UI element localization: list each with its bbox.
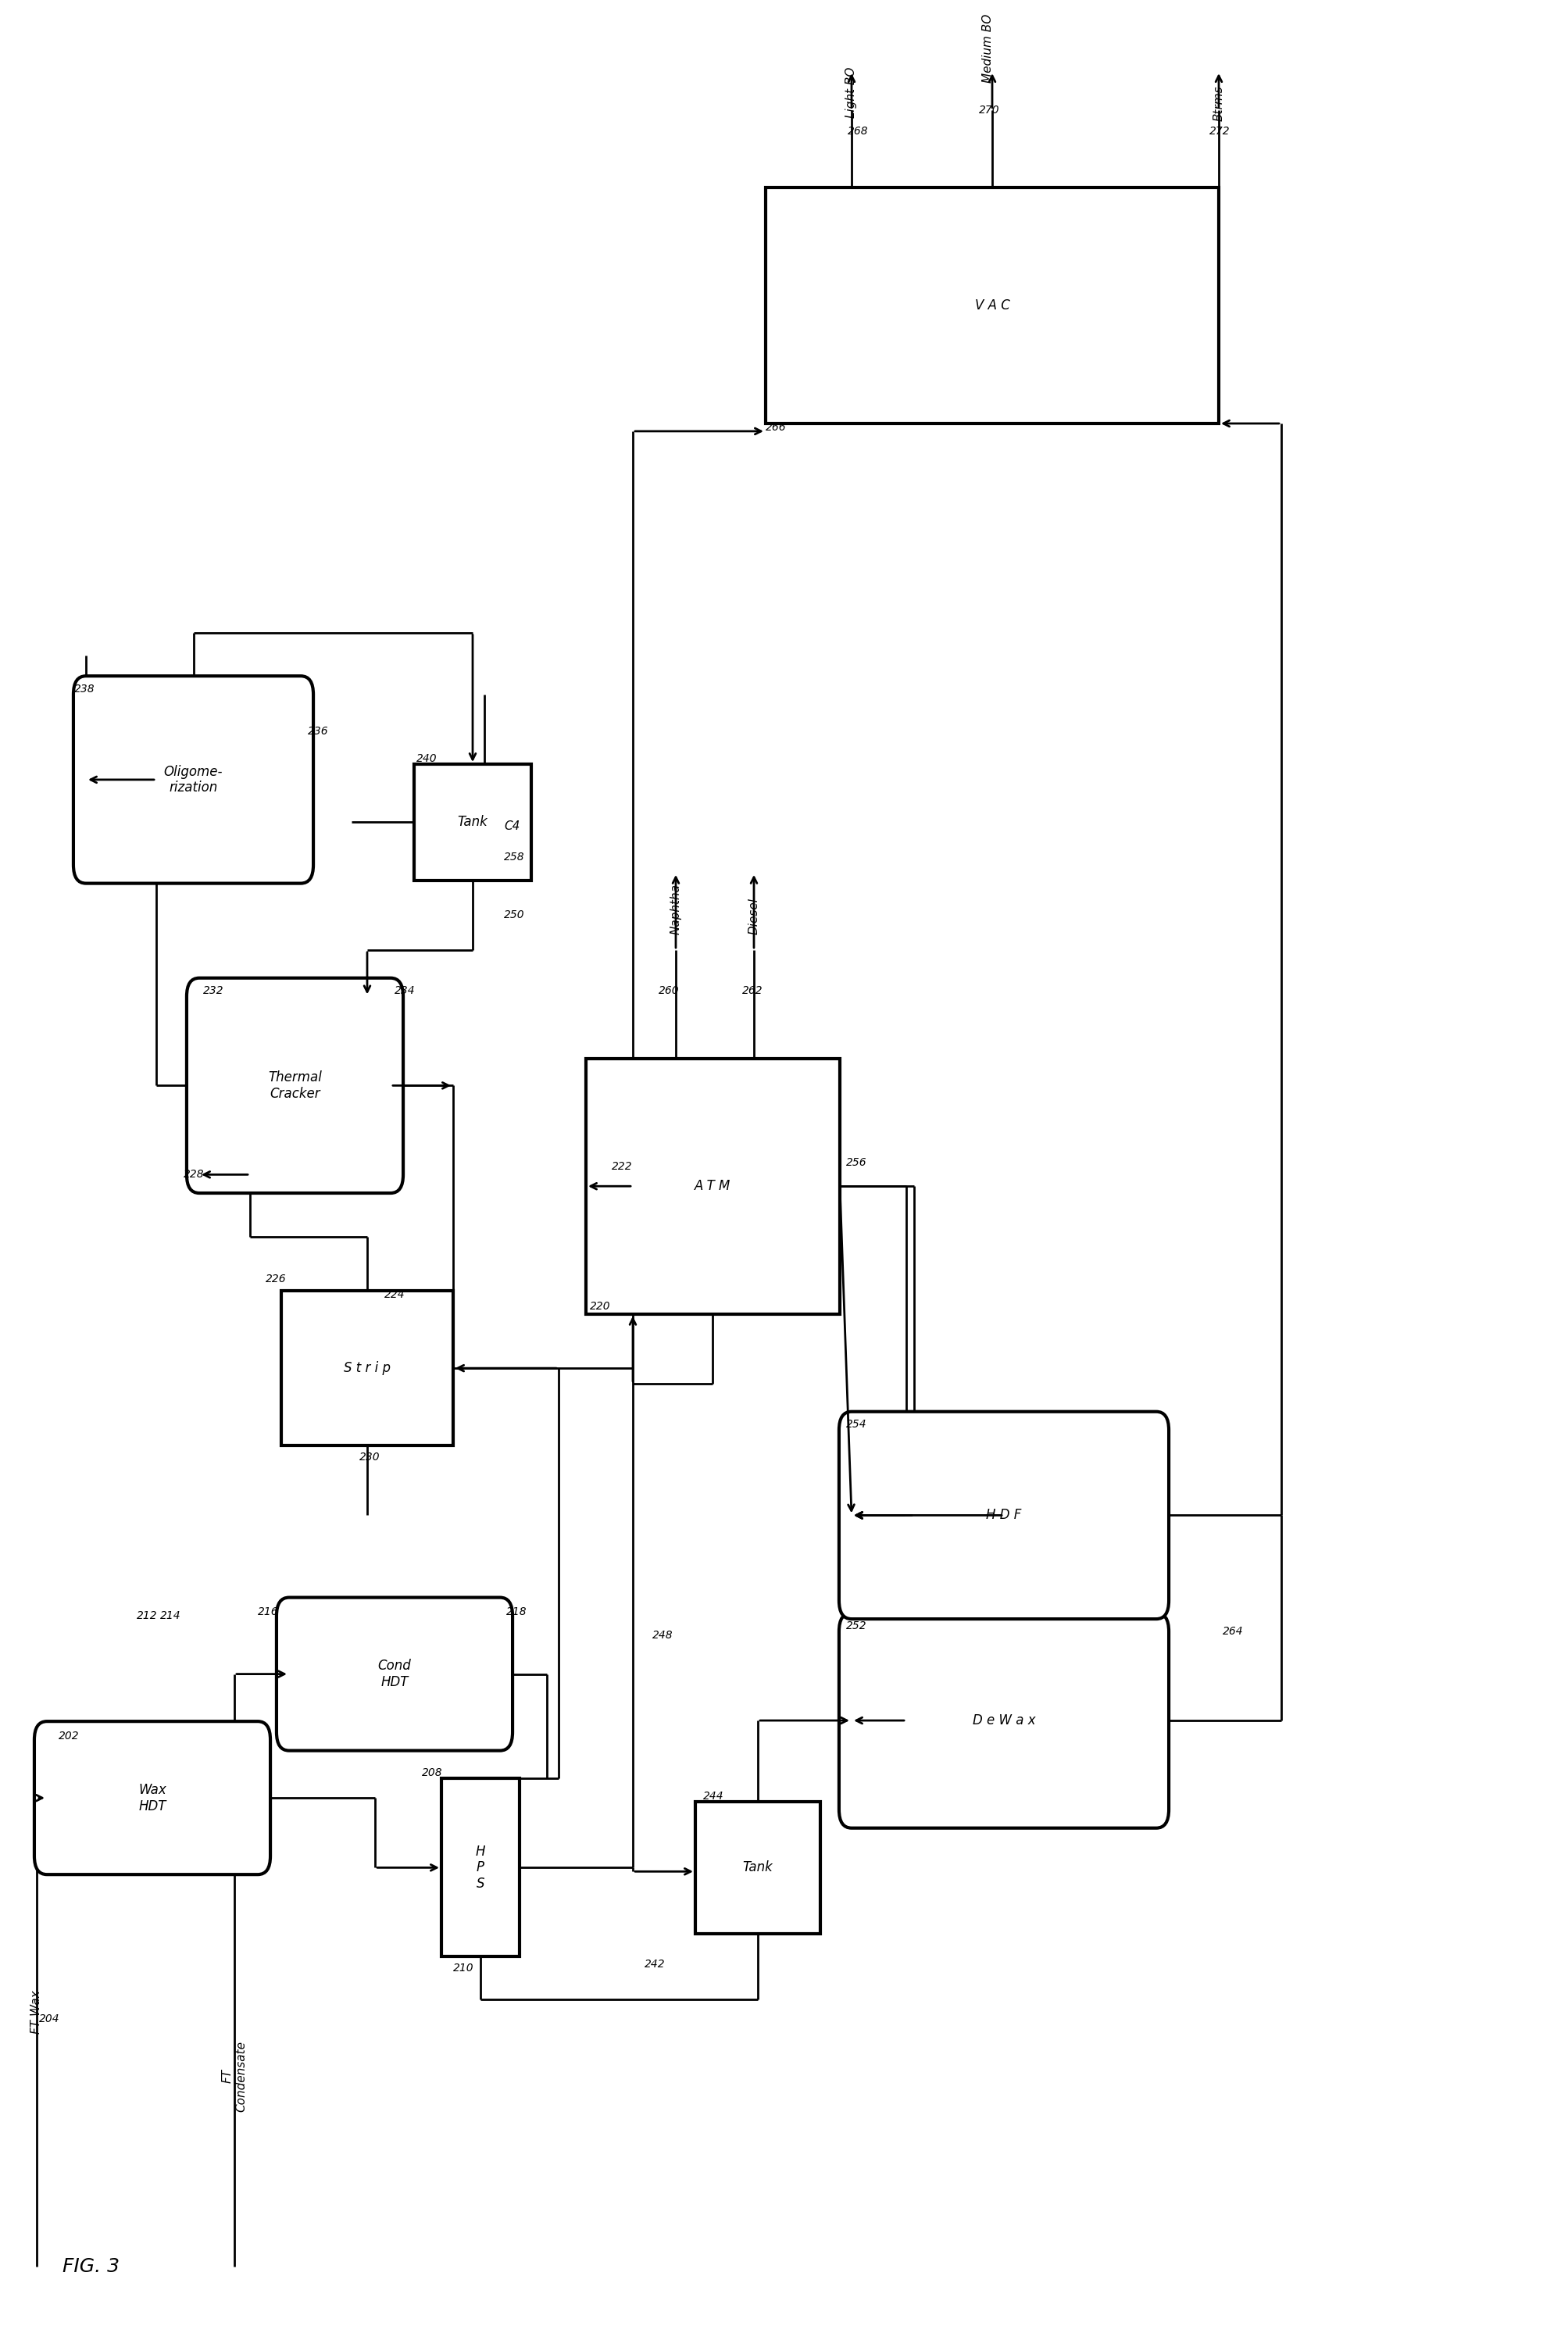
Text: Naphtha: Naphtha [670,884,682,936]
Text: Light BO: Light BO [845,68,858,117]
FancyBboxPatch shape [34,1722,270,1873]
Text: V A C: V A C [974,299,1010,313]
Text: Medium BO: Medium BO [982,14,994,82]
Text: 208: 208 [422,1768,442,1778]
Text: Cond
HDT: Cond HDT [378,1659,411,1689]
Text: FT Wax: FT Wax [31,1990,42,2034]
Text: 258: 258 [503,852,524,863]
Text: Btrms: Btrms [1212,86,1225,121]
Text: 222: 222 [612,1162,632,1171]
Text: D e W a x: D e W a x [972,1712,1035,1726]
Bar [695,1801,820,1934]
Text: 252: 252 [845,1621,867,1631]
Text: 220: 220 [590,1302,610,1311]
Bar [281,1290,453,1446]
Text: 242: 242 [644,1960,665,1969]
Text: H D F: H D F [986,1507,1021,1523]
FancyBboxPatch shape [187,978,403,1192]
Text: Diesel: Diesel [748,898,759,936]
FancyBboxPatch shape [839,1411,1168,1619]
Text: 248: 248 [652,1631,673,1640]
Text: 238: 238 [74,684,96,695]
Text: 270: 270 [978,105,999,114]
Bar [441,1778,519,1957]
Text: 224: 224 [384,1290,405,1299]
Text: H
P
S: H P S [475,1845,485,1892]
Text: FT
Condensate: FT Condensate [221,2041,246,2111]
Text: 264: 264 [1221,1626,1243,1638]
Text: 240: 240 [416,754,437,765]
Text: 272: 272 [1209,126,1229,138]
FancyBboxPatch shape [276,1598,513,1750]
Text: 244: 244 [702,1792,723,1801]
Text: 204: 204 [39,2013,60,2025]
FancyBboxPatch shape [839,1612,1168,1829]
Text: 226: 226 [265,1274,287,1285]
Text: 256: 256 [845,1157,867,1169]
Bar [414,765,532,880]
Text: 202: 202 [58,1731,80,1740]
Text: 232: 232 [202,985,224,996]
Text: FIG. 3: FIG. 3 [63,2256,119,2275]
Text: 266: 266 [765,422,786,434]
Text: 268: 268 [847,126,869,138]
Text: 216: 216 [257,1607,279,1617]
Text: 210: 210 [453,1962,474,1974]
Text: 262: 262 [742,985,762,996]
Text: C4: C4 [503,821,519,833]
Text: Thermal
Cracker: Thermal Cracker [268,1071,321,1101]
Text: Wax
HDT: Wax HDT [138,1782,166,1813]
Text: 212: 212 [136,1610,157,1621]
Text: 236: 236 [307,726,328,737]
Text: 234: 234 [394,985,416,996]
Text: Tank: Tank [458,814,488,828]
Bar [586,1059,839,1313]
Text: 214: 214 [160,1610,180,1621]
Text: 260: 260 [659,985,679,996]
Text: A T M: A T M [695,1178,731,1192]
Text: 230: 230 [359,1451,379,1463]
Text: 250: 250 [503,910,524,922]
Text: 254: 254 [845,1418,867,1430]
Text: Oligome-
rization: Oligome- rization [163,765,223,796]
Text: 218: 218 [506,1607,527,1617]
Text: Tank: Tank [742,1862,773,1876]
Bar [765,187,1218,425]
Text: S t r i p: S t r i p [343,1360,390,1374]
FancyBboxPatch shape [74,677,314,884]
Text: 228: 228 [183,1169,204,1180]
